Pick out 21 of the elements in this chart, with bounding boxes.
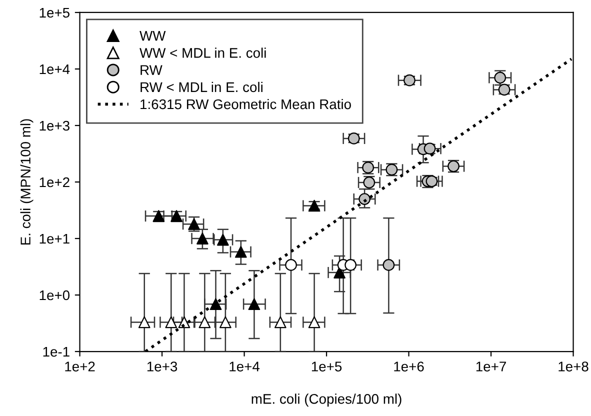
x-tick-label: 1e+3 — [147, 362, 178, 372]
legend-label: RW < MDL in E. coli — [140, 82, 262, 92]
y-tick-label: 1e+3 — [40, 120, 70, 131]
legend-label: WW < MDL in E. coli — [140, 48, 266, 58]
y-tick-label: 1e-1 — [43, 346, 70, 357]
x-tick-label: 1e+6 — [394, 362, 424, 372]
legend-label: WW — [140, 31, 166, 41]
y-tick-label: 1e+5 — [40, 8, 70, 18]
y-tick-label: 1e+4 — [40, 64, 70, 74]
x-axis-title: mE. coli (Copies/100 ml) — [252, 394, 402, 407]
legend-label: 1:6315 RW Geometric Mean Ratio — [140, 98, 351, 110]
y-tick-label: 1e+1 — [40, 234, 70, 244]
legend-label: RW — [140, 65, 162, 75]
x-tick-label: 1e+4 — [230, 362, 260, 372]
x-tick-label: 1e+7 — [476, 362, 506, 372]
x-tick-label: 1e+5 — [312, 362, 342, 372]
y-tick-label: 1e+0 — [40, 290, 70, 300]
y-tick-label: 1e+2 — [40, 177, 70, 188]
y-axis-title: E. coli (MPN/100 ml) — [20, 119, 34, 245]
x-tick-label: 1e+2 — [65, 362, 95, 372]
x-tick-label: 1e+8 — [558, 362, 588, 372]
